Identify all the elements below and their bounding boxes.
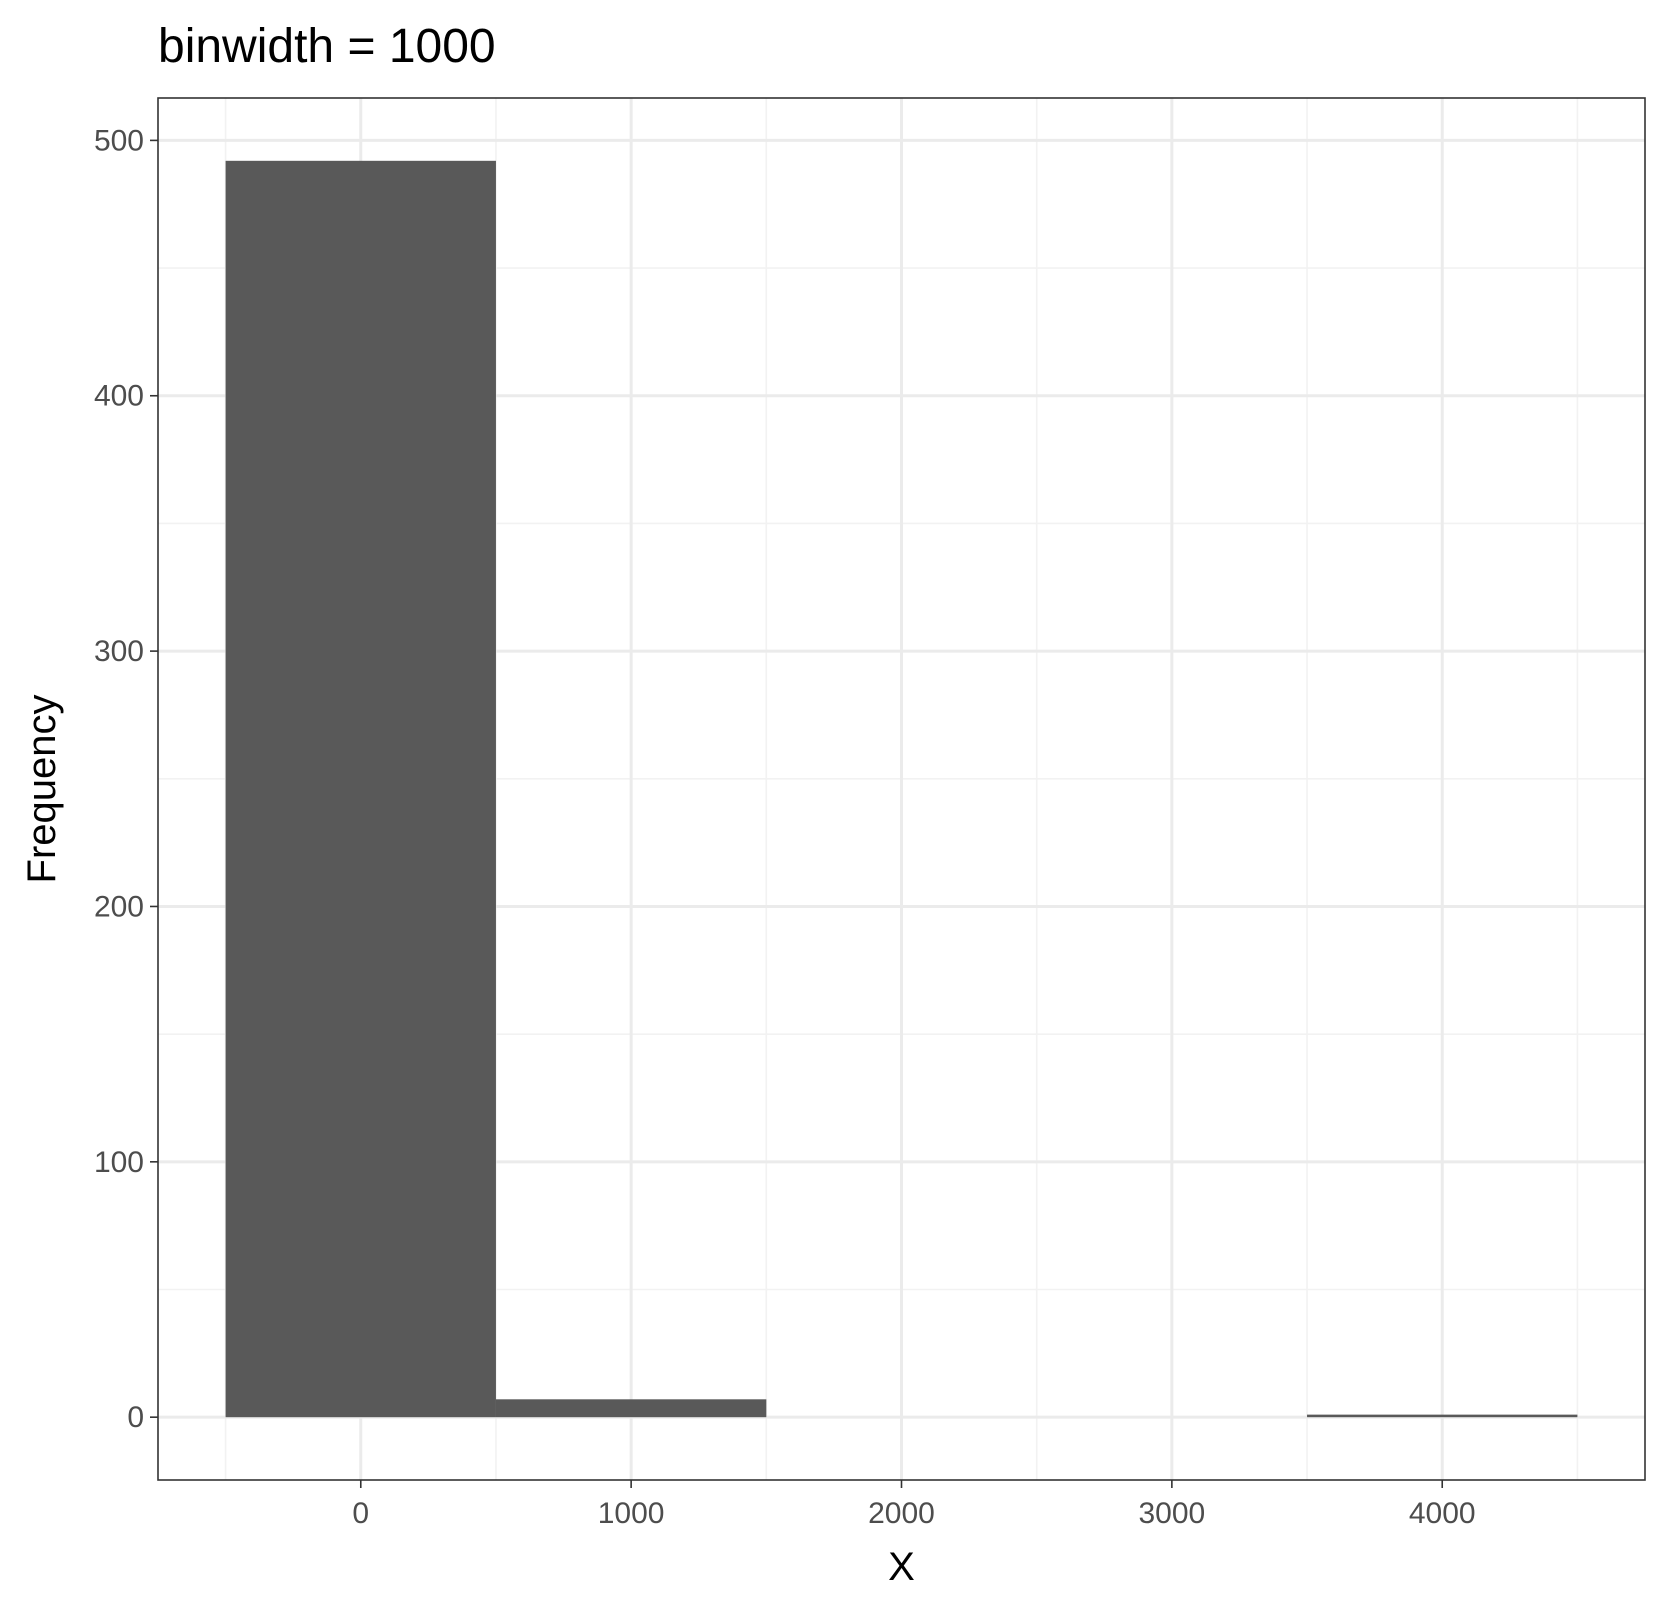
- x-tick-label: 1000: [598, 1497, 665, 1530]
- histogram-bar: [495, 1399, 767, 1418]
- x-tick-label: 3000: [1138, 1497, 1205, 1530]
- y-tick-label: 100: [94, 1146, 144, 1179]
- axis-ticks: 0 1000 2000 3000 4000 0 100 200 300 400 500: [94, 124, 1476, 1530]
- x-axis-title: X: [888, 1545, 915, 1589]
- bars: [225, 160, 1578, 1418]
- histogram-bar: [225, 160, 496, 1418]
- x-tick-label: 2000: [868, 1497, 935, 1530]
- y-axis-title: Frequency: [20, 695, 64, 884]
- y-tick-label: 200: [94, 890, 144, 923]
- y-tick-label: 300: [94, 635, 144, 668]
- x-tick-label: 4000: [1409, 1497, 1476, 1530]
- y-tick-label: 500: [94, 124, 144, 157]
- chart-title: binwidth = 1000: [158, 20, 496, 73]
- x-tick-label: 0: [352, 1497, 369, 1530]
- histogram-bar: [1307, 1414, 1578, 1418]
- y-tick-label: 400: [94, 380, 144, 413]
- y-tick-label: 0: [127, 1401, 144, 1434]
